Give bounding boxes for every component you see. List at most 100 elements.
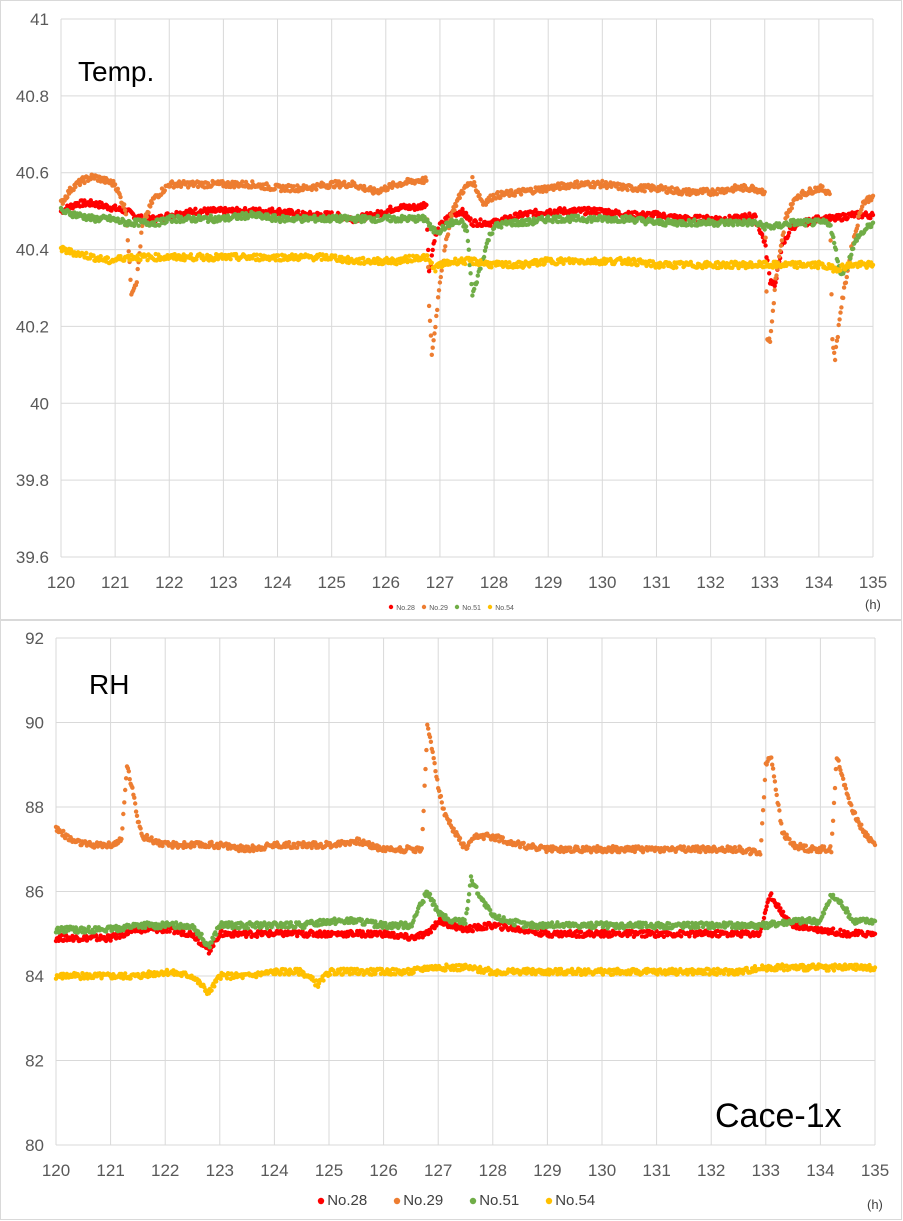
- data-point: [427, 304, 431, 308]
- data-point: [839, 305, 843, 309]
- data-point: [138, 826, 142, 830]
- x-axis-unit: (h): [865, 597, 881, 612]
- data-point: [458, 196, 462, 200]
- data-point: [121, 812, 125, 816]
- data-point: [763, 227, 767, 231]
- data-point: [468, 924, 472, 928]
- data-point: [342, 180, 346, 184]
- data-point: [803, 223, 807, 227]
- data-point: [314, 187, 318, 191]
- data-point: [128, 777, 132, 781]
- series-No.28: [59, 198, 875, 288]
- data-point: [790, 206, 794, 210]
- data-point: [133, 801, 137, 805]
- data-point: [477, 193, 481, 197]
- data-point: [763, 190, 767, 194]
- data-point: [472, 287, 476, 291]
- data-point: [771, 309, 775, 313]
- data-point: [568, 929, 572, 933]
- data-point: [468, 271, 472, 275]
- data-point: [778, 249, 782, 253]
- data-point: [430, 353, 434, 357]
- data-point: [765, 904, 769, 908]
- data-point: [772, 301, 776, 305]
- legend-marker: [455, 605, 459, 609]
- data-point: [431, 346, 435, 350]
- data-point: [764, 289, 768, 293]
- grid: [61, 19, 873, 557]
- data-point: [856, 224, 860, 228]
- data-point: [778, 906, 782, 910]
- data-point: [361, 256, 365, 260]
- data-point: [452, 208, 456, 212]
- data-point: [490, 231, 494, 235]
- data-point: [830, 337, 834, 341]
- x-tick-label: 134: [805, 573, 833, 592]
- y-tick-label: 40.4: [16, 241, 49, 260]
- data-point: [470, 175, 474, 179]
- data-point: [643, 189, 647, 193]
- data-point: [428, 319, 432, 323]
- data-point: [122, 202, 126, 206]
- data-point: [767, 271, 771, 275]
- data-point: [149, 835, 153, 839]
- y-tick-label: 39.6: [16, 548, 49, 567]
- data-points: [59, 173, 875, 363]
- data-point: [442, 248, 446, 252]
- data-point: [443, 244, 447, 248]
- data-point: [119, 837, 123, 841]
- data-point: [433, 325, 437, 329]
- data-point: [472, 180, 476, 184]
- x-tick-label: 135: [859, 573, 887, 592]
- legend-marker: [389, 605, 393, 609]
- data-point: [768, 340, 772, 344]
- data-point: [437, 288, 441, 292]
- x-tick-label: 133: [751, 573, 779, 592]
- data-point: [127, 249, 131, 253]
- data-point: [273, 187, 277, 191]
- data-point: [134, 809, 138, 813]
- data-point: [763, 236, 767, 240]
- data-point: [446, 232, 450, 236]
- data-point: [692, 217, 696, 221]
- data-point: [124, 212, 128, 216]
- data-point: [478, 217, 482, 221]
- data-point: [773, 288, 777, 292]
- data-point: [754, 214, 758, 218]
- data-point: [136, 267, 140, 271]
- legend-label: No.28: [396, 605, 415, 612]
- y-tick-label: 40.6: [16, 164, 49, 183]
- data-point: [189, 252, 193, 256]
- data-point: [546, 214, 550, 218]
- data-point: [787, 231, 791, 235]
- data-point: [871, 194, 875, 198]
- x-tick-label: 122: [155, 573, 183, 592]
- data-point: [777, 254, 781, 258]
- data-point: [831, 926, 835, 930]
- data-point: [812, 222, 816, 226]
- data-point: [461, 190, 465, 194]
- x-tick-label: 126: [372, 573, 400, 592]
- data-point: [429, 930, 433, 934]
- x-tick-label: 123: [209, 573, 237, 592]
- data-point: [120, 826, 124, 830]
- data-point: [482, 255, 486, 259]
- legend-marker: [488, 605, 492, 609]
- y-tick-label: 41: [30, 10, 49, 29]
- data-point: [126, 238, 130, 242]
- y-tick-label: 39.8: [16, 471, 49, 490]
- data-point: [139, 231, 143, 235]
- x-tick-label: 132: [696, 573, 724, 592]
- data-point: [468, 216, 472, 220]
- data-point: [425, 253, 429, 257]
- data-point: [137, 820, 141, 824]
- data-point: [471, 929, 475, 933]
- data-point: [130, 786, 134, 790]
- data-point: [287, 840, 291, 844]
- data-point: [433, 269, 437, 273]
- data-point: [376, 214, 380, 218]
- data-point: [426, 265, 430, 269]
